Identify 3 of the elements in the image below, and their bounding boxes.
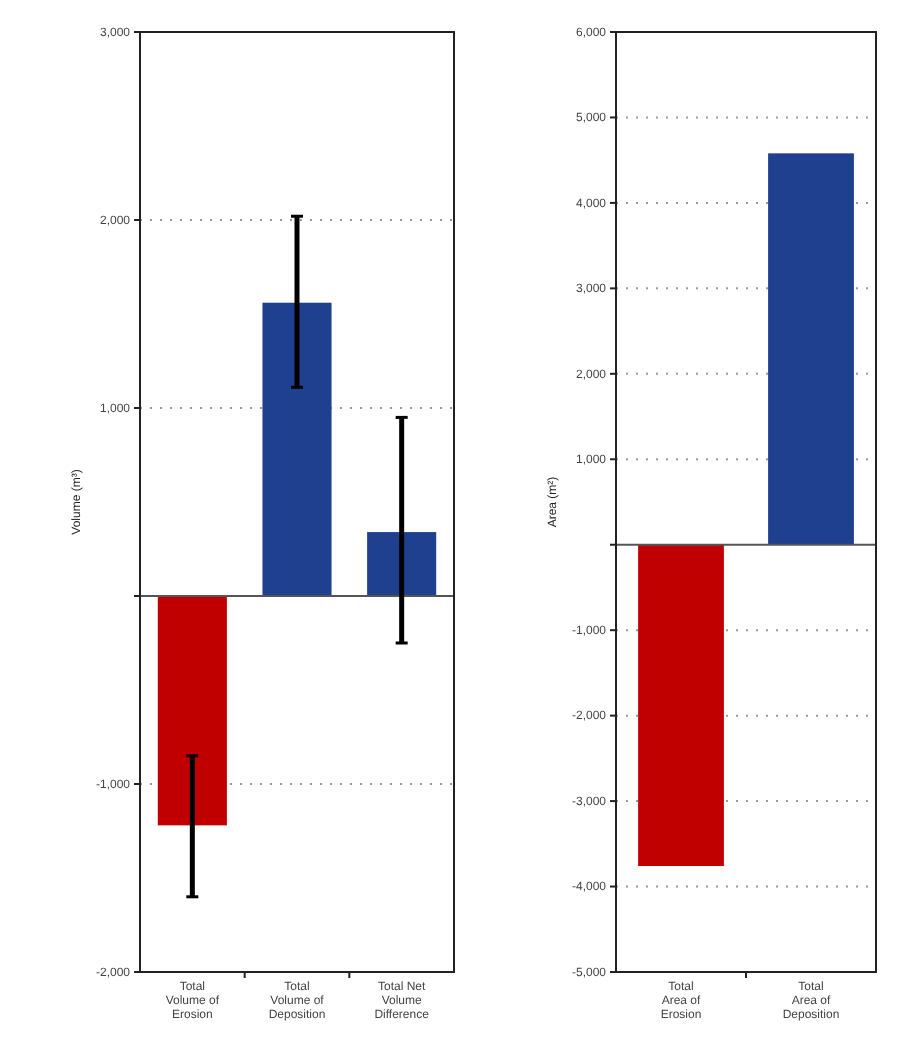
bar xyxy=(262,302,332,596)
bar xyxy=(157,596,227,826)
bar xyxy=(367,532,437,596)
